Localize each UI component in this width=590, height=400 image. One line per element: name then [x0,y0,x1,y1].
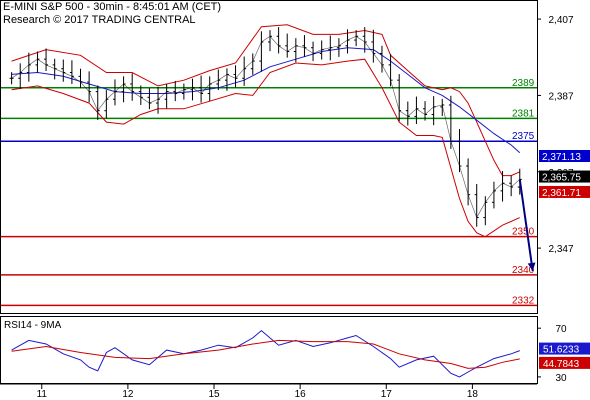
rsi-tag-1: 44.7843 [543,359,580,370]
price-tag-0: 2,371.13 [542,152,581,163]
level-label-2381: 2381 [512,108,535,119]
rsi-title: RSI14 - 9MA [4,320,62,331]
level-label-2332: 2332 [512,295,535,306]
x-tick-label-5: 18 [467,389,479,400]
rsi-tag-0: 51.6233 [543,345,580,356]
moving-average-line [11,47,521,154]
price-tag-1: 2,365.75 [542,173,581,184]
chart-source: Research © 2017 TRADING CENTRAL [3,14,196,26]
rsi-y-tick-label-1: 30 [555,373,567,384]
x-tick-label-1: 12 [122,389,134,400]
chart-title: E-MINI S&P 500 - 30min - 8:45:01 AM (CET… [3,1,222,13]
price-close-line [11,35,521,219]
level-label-2350: 2350 [512,227,535,238]
price-tag-bg-1 [539,170,590,183]
level-label-2375: 2375 [512,131,535,142]
rsi-tag-bg-0 [539,342,590,355]
x-tick-label-0: 11 [37,389,48,400]
y-tick-label-3: 2,347 [548,244,573,255]
x-tick-label-2: 15 [208,389,220,400]
rsi-tag-bg-1 [539,356,590,369]
projection-arrow-shaft [518,179,534,272]
rsi-series-1 [11,339,520,369]
y-tick-label-1: 2,387 [548,91,573,102]
level-label-2389: 2389 [512,78,535,89]
y-tick-label-0: 2,407 [548,15,573,26]
rsi-panel-frame [0,316,538,384]
bollinger-upper-line [11,24,521,177]
level-label-2340: 2340 [512,265,535,276]
price-tag-bg-2 [539,185,590,198]
x-tick-label-4: 17 [381,389,393,400]
x-tick-label-3: 16 [295,389,307,400]
main-panel-frame [0,0,538,314]
rsi-y-tick-label-0: 70 [555,324,567,335]
price-tag-2: 2,361.71 [542,188,581,199]
projection-arrow-head [527,262,536,272]
bollinger-lower-line [11,58,521,238]
rsi-series-0 [11,329,520,378]
price-tag-bg-0 [539,150,590,163]
